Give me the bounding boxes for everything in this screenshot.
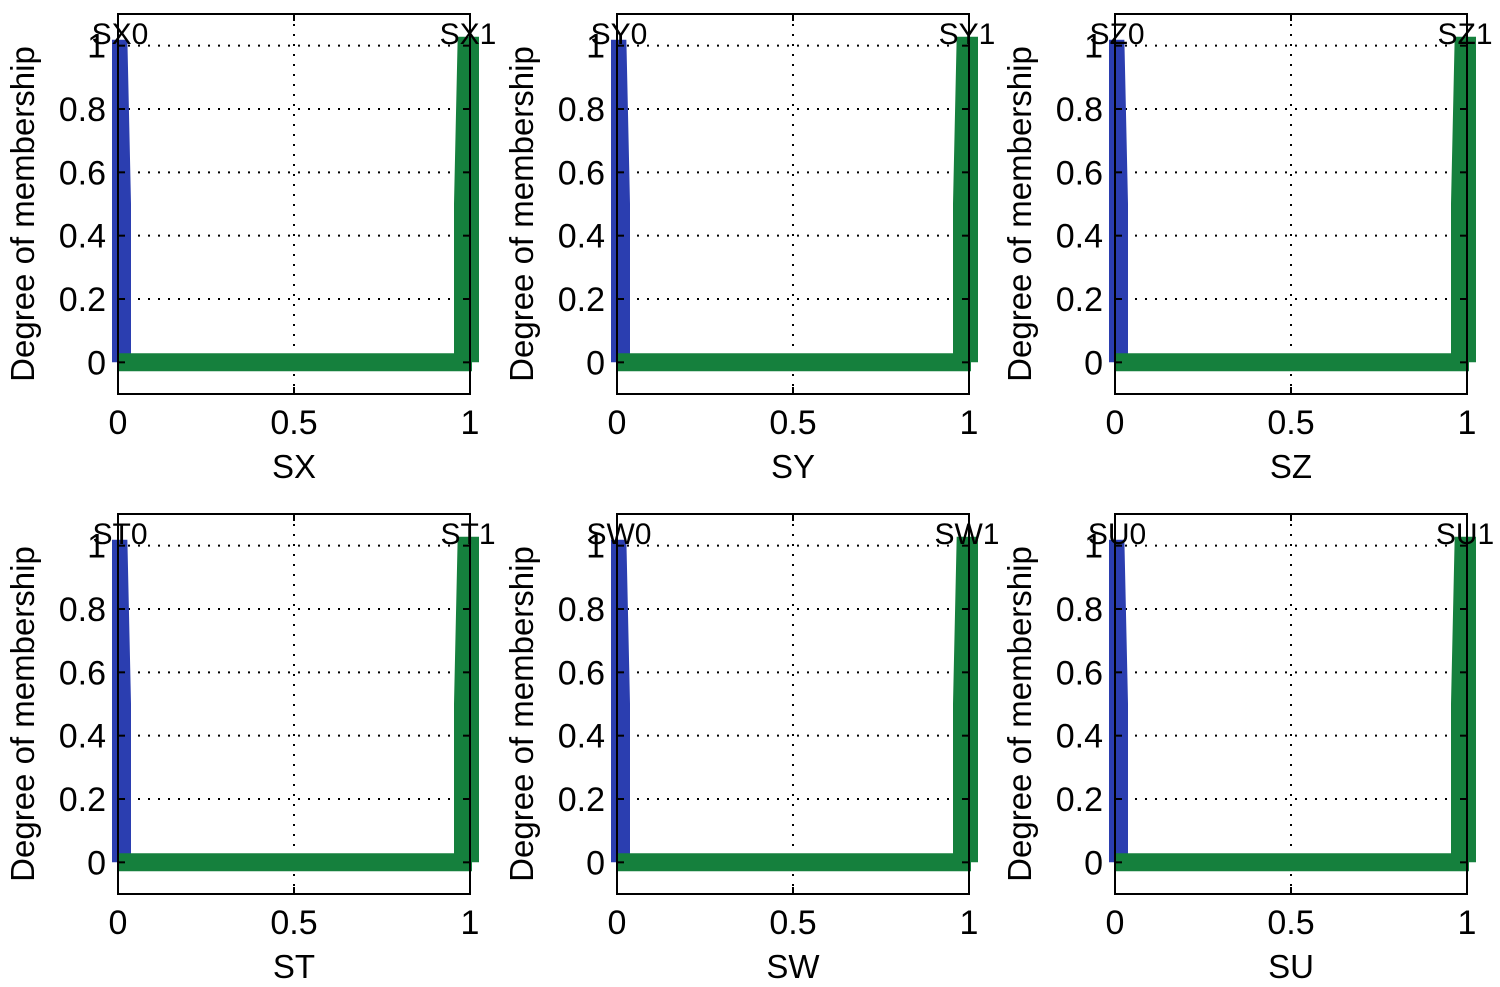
y-tick-label: 0 bbox=[586, 344, 605, 382]
y-axis-label: Degree of membership bbox=[4, 46, 41, 382]
x-axis-label: SW bbox=[766, 948, 820, 985]
y-tick-label: 0.8 bbox=[558, 591, 605, 629]
mf-label: SU1 bbox=[1436, 518, 1494, 551]
y-tick-label: 0.2 bbox=[558, 281, 605, 319]
mf-label: SZ1 bbox=[1437, 18, 1492, 51]
y-tick-label: 0 bbox=[87, 844, 106, 882]
subplot-sw: 0 0.2 0.4 0.6 0.8 1 0 0.5 1 SW Degree of membershi… bbox=[503, 513, 1000, 985]
y-tick-label: 0.2 bbox=[1056, 781, 1103, 819]
y-tick-label: 1 bbox=[87, 28, 106, 66]
x-tick-label: 0 bbox=[1106, 404, 1125, 442]
y-axis-label: Degree of membership bbox=[4, 546, 41, 882]
x-tick-label: 0.5 bbox=[270, 404, 317, 442]
x-tick-label: 0.5 bbox=[270, 904, 317, 942]
y-tick-label: 0 bbox=[1084, 844, 1103, 882]
mf-label: SZ0 bbox=[1089, 18, 1144, 51]
x-axis-label: ST bbox=[273, 948, 315, 985]
x-tick-label: 1 bbox=[960, 404, 979, 442]
y-axis-label: Degree of membership bbox=[1001, 546, 1038, 882]
y-tick-label: 0.6 bbox=[1056, 154, 1103, 192]
y-tick-label: 1 bbox=[1084, 28, 1103, 66]
y-tick-label: 0.8 bbox=[1056, 91, 1103, 129]
mf-label: SU0 bbox=[1088, 518, 1146, 551]
y-axis-label: Degree of membership bbox=[1001, 46, 1038, 382]
x-axis-label: SZ bbox=[1270, 448, 1312, 485]
y-axis-label: Degree of membership bbox=[503, 546, 540, 882]
mf-label: ST0 bbox=[92, 518, 147, 551]
y-tick-label: 0.4 bbox=[59, 718, 106, 756]
y-tick-label: 0.6 bbox=[558, 654, 605, 692]
x-tick-label: 1 bbox=[461, 404, 480, 442]
x-tick-label: 0 bbox=[1106, 904, 1125, 942]
y-tick-label: 0.6 bbox=[558, 154, 605, 192]
subplot-sz: 0 0.2 0.4 0.6 0.8 1 0 0.5 1 SZ Degree of membershi… bbox=[1001, 13, 1493, 485]
x-tick-label: 0 bbox=[608, 904, 627, 942]
y-tick-label: 0 bbox=[1084, 344, 1103, 382]
subplot-sy: 0 0.2 0.4 0.6 0.8 1 0 0.5 1 SY Degree of membershi… bbox=[503, 13, 996, 485]
y-axis-label: Degree of membership bbox=[503, 46, 540, 382]
y-tick-label: 0.8 bbox=[1056, 591, 1103, 629]
y-tick-label: 0.6 bbox=[59, 154, 106, 192]
x-tick-label: 1 bbox=[1458, 404, 1477, 442]
mf-label: SY0 bbox=[591, 18, 648, 51]
y-tick-label: 0 bbox=[87, 344, 106, 382]
y-tick-label: 0.4 bbox=[59, 218, 106, 256]
x-tick-label: 1 bbox=[960, 904, 979, 942]
x-tick-label: 0.5 bbox=[1267, 404, 1314, 442]
y-tick-label: 0.4 bbox=[1056, 718, 1103, 756]
y-tick-label: 0.4 bbox=[558, 218, 605, 256]
y-tick-label: 0.8 bbox=[558, 91, 605, 129]
mf-label: SX1 bbox=[440, 18, 497, 51]
y-tick-label: 1 bbox=[87, 528, 106, 566]
y-tick-label: 0.2 bbox=[558, 781, 605, 819]
x-tick-label: 0.5 bbox=[769, 404, 816, 442]
x-tick-label: 0 bbox=[608, 404, 627, 442]
x-tick-label: 1 bbox=[1458, 904, 1477, 942]
y-tick-label: 0.2 bbox=[59, 281, 106, 319]
x-tick-label: 0.5 bbox=[769, 904, 816, 942]
x-tick-label: 0 bbox=[109, 404, 128, 442]
y-tick-label: 0.8 bbox=[59, 591, 106, 629]
mf-label: SW1 bbox=[934, 518, 999, 551]
y-tick-label: 0.8 bbox=[59, 91, 106, 129]
mf-label: SY1 bbox=[939, 18, 996, 51]
y-tick-label: 1 bbox=[586, 528, 605, 566]
y-tick-label: 0.4 bbox=[1056, 218, 1103, 256]
mf-label: SX0 bbox=[92, 18, 149, 51]
y-tick-label: 1 bbox=[586, 28, 605, 66]
x-tick-label: 1 bbox=[461, 904, 480, 942]
y-tick-label: 0.6 bbox=[1056, 654, 1103, 692]
x-tick-label: 0.5 bbox=[1267, 904, 1314, 942]
y-tick-label: 0.6 bbox=[59, 654, 106, 692]
x-axis-label: SU bbox=[1268, 948, 1314, 985]
x-axis-label: SY bbox=[771, 448, 815, 485]
y-tick-label: 0.2 bbox=[1056, 281, 1103, 319]
x-tick-label: 0 bbox=[109, 904, 128, 942]
subplot-su: 0 0.2 0.4 0.6 0.8 1 0 0.5 1 SU Degree of membershi… bbox=[1001, 513, 1494, 985]
y-tick-label: 0 bbox=[586, 844, 605, 882]
subplot-sx: 0 0.2 0.4 0.6 0.8 1 0 0.5 1 SX Degree of membershi… bbox=[4, 13, 497, 485]
y-tick-label: 1 bbox=[1084, 528, 1103, 566]
x-axis-label: SX bbox=[272, 448, 316, 485]
y-tick-label: 0.2 bbox=[59, 781, 106, 819]
mf-label: ST1 bbox=[440, 518, 495, 551]
y-tick-label: 0.4 bbox=[558, 718, 605, 756]
mf-label: SW0 bbox=[586, 518, 651, 551]
subplot-st: 0 0.2 0.4 0.6 0.8 1 0 0.5 1 ST Degree of membershi… bbox=[4, 513, 496, 985]
